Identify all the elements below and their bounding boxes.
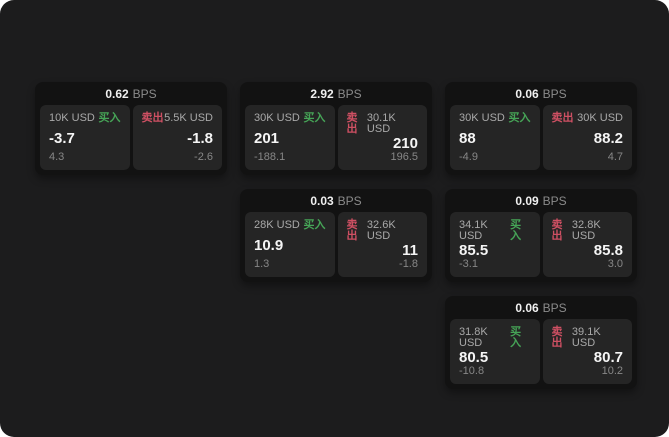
quote-grid: 0.62 BPS 10K USD 买入 -3.7 4.3 卖出 5.5K USD… — [35, 82, 637, 389]
sell-sub-value: 196.5 — [390, 151, 418, 163]
card-header: 0.06 BPS — [450, 82, 632, 105]
sell-price: -1.8 — [187, 129, 213, 147]
sell-quote-tile[interactable]: 卖出 32.6K USD 11 -1.8 — [337, 212, 427, 277]
card-header: 0.09 BPS — [450, 189, 632, 212]
quote-panels: 34.1K USD 买入 85.5 -3.1 卖出 32.8K USD 85.8… — [450, 212, 632, 277]
quote-panels: 28K USD 买入 10.9 1.3 卖出 32.6K USD 11 -1.8 — [245, 212, 427, 277]
buy-price: 80.5 — [459, 349, 489, 366]
quote-card: 2.92 BPS 30K USD 买入 201 -188.1 卖出 30.1K … — [240, 82, 432, 175]
sell-amount: 39.1K USD — [571, 326, 601, 349]
buy-quote-tile[interactable]: 28K USD 买入 10.9 1.3 — [245, 212, 335, 277]
bps-value: 2.92 — [310, 86, 334, 101]
sell-quote-tile[interactable]: 卖出 30.1K USD 210 196.5 — [337, 105, 427, 170]
sell-price: 11 — [402, 242, 418, 259]
sell-sub-value: -2.6 — [194, 151, 213, 163]
bps-value: 0.03 — [310, 193, 334, 208]
bps-value: 0.06 — [515, 300, 539, 315]
quote-panels: 10K USD 买入 -3.7 4.3 卖出 5.5K USD -1.8 -2.… — [40, 105, 222, 170]
buy-amount: 10K USD — [49, 112, 95, 124]
buy-side-label: 买入 — [510, 219, 522, 242]
bps-unit-label: BPS — [337, 86, 362, 101]
sell-side-label: 卖出 — [551, 219, 563, 242]
quote-panels: 31.8K USD 买入 80.5 -10.8 卖出 39.1K USD 80.… — [450, 319, 632, 384]
buy-quote-tile[interactable]: 30K USD 买入 201 -188.1 — [245, 105, 335, 170]
buy-amount: 28K USD — [254, 219, 300, 231]
sell-amount: 32.6K USD — [366, 219, 396, 242]
bps-unit-label: BPS — [542, 193, 567, 208]
buy-side-label: 买入 — [508, 112, 531, 124]
card-header: 0.62 BPS — [40, 82, 222, 105]
buy-side-label: 买入 — [510, 326, 522, 349]
card-header: 2.92 BPS — [245, 82, 427, 105]
buy-price: -3.7 — [49, 129, 75, 147]
buy-quote-tile[interactable]: 10K USD 买入 -3.7 4.3 — [40, 105, 130, 170]
buy-quote-tile[interactable]: 31.8K USD 买入 80.5 -10.8 — [450, 319, 540, 384]
quote-panels: 30K USD 买入 88 -4.9 卖出 30K USD 88.2 4.7 — [450, 105, 632, 170]
buy-side-label: 买入 — [303, 219, 326, 231]
buy-amount: 31.8K USD — [459, 326, 488, 349]
buy-sub-value: 4.3 — [49, 151, 65, 163]
card-header: 0.06 BPS — [450, 296, 632, 319]
buy-price: 85.5 — [459, 242, 489, 259]
quote-card: 0.06 BPS 30K USD 买入 88 -4.9 卖出 30K USD 8… — [445, 82, 637, 175]
sell-sub-value: 3.0 — [607, 258, 623, 270]
buy-quote-tile[interactable]: 34.1K USD 买入 85.5 -3.1 — [450, 212, 540, 277]
buy-amount: 30K USD — [459, 112, 505, 124]
bps-unit-label: BPS — [337, 193, 362, 208]
sell-side-label: 卖出 — [551, 112, 574, 124]
bps-value: 0.62 — [105, 86, 129, 101]
buy-price: 201 — [254, 129, 280, 147]
sell-quote-tile[interactable]: 卖出 5.5K USD -1.8 -2.6 — [132, 105, 222, 170]
quote-card: 0.62 BPS 10K USD 买入 -3.7 4.3 卖出 5.5K USD… — [35, 82, 227, 175]
bps-value: 0.06 — [515, 86, 539, 101]
quote-panels: 30K USD 买入 201 -188.1 卖出 30.1K USD 210 1… — [245, 105, 427, 170]
bps-value: 0.09 — [515, 193, 539, 208]
buy-amount: 30K USD — [254, 112, 300, 124]
bps-unit-label: BPS — [542, 300, 567, 315]
buy-sub-value: -4.9 — [459, 151, 478, 163]
sell-price: 210 — [392, 135, 418, 152]
sell-amount: 30.1K USD — [366, 112, 396, 135]
buy-price: 10.9 — [254, 236, 284, 254]
sell-sub-value: 4.7 — [607, 151, 623, 163]
sell-side-label: 卖出 — [346, 219, 358, 242]
buy-price: 88 — [459, 129, 476, 147]
buy-sub-value: 1.3 — [254, 258, 270, 270]
sell-amount: 5.5K USD — [164, 112, 213, 124]
buy-sub-value: -10.8 — [459, 365, 485, 377]
buy-quote-tile[interactable]: 30K USD 买入 88 -4.9 — [450, 105, 540, 170]
buy-sub-value: -3.1 — [459, 258, 478, 270]
sell-sub-value: -1.8 — [399, 258, 418, 270]
sell-quote-tile[interactable]: 卖出 30K USD 88.2 4.7 — [542, 105, 632, 170]
buy-sub-value: -188.1 — [254, 151, 286, 163]
quote-card: 0.03 BPS 28K USD 买入 10.9 1.3 卖出 32.6K US… — [240, 189, 432, 282]
sell-side-label: 卖出 — [346, 112, 358, 135]
buy-side-label: 买入 — [303, 112, 326, 124]
sell-price: 80.7 — [593, 349, 623, 366]
sell-sub-value: 10.2 — [601, 365, 623, 377]
buy-side-label: 买入 — [98, 112, 121, 124]
sell-price: 85.8 — [593, 242, 623, 259]
sell-side-label: 卖出 — [141, 112, 164, 124]
buy-amount: 34.1K USD — [459, 219, 488, 242]
sell-amount: 32.8K USD — [571, 219, 601, 242]
sell-side-label: 卖出 — [551, 326, 563, 349]
sell-quote-tile[interactable]: 卖出 32.8K USD 85.8 3.0 — [542, 212, 632, 277]
sell-price: 88.2 — [593, 129, 623, 147]
card-header: 0.03 BPS — [245, 189, 427, 212]
sell-quote-tile[interactable]: 卖出 39.1K USD 80.7 10.2 — [542, 319, 632, 384]
quote-card: 0.09 BPS 34.1K USD 买入 85.5 -3.1 卖出 32.8K… — [445, 189, 637, 282]
quote-card: 0.06 BPS 31.8K USD 买入 80.5 -10.8 卖出 39.1… — [445, 296, 637, 389]
bps-unit-label: BPS — [132, 86, 157, 101]
sell-amount: 30K USD — [577, 112, 623, 124]
bps-unit-label: BPS — [542, 86, 567, 101]
